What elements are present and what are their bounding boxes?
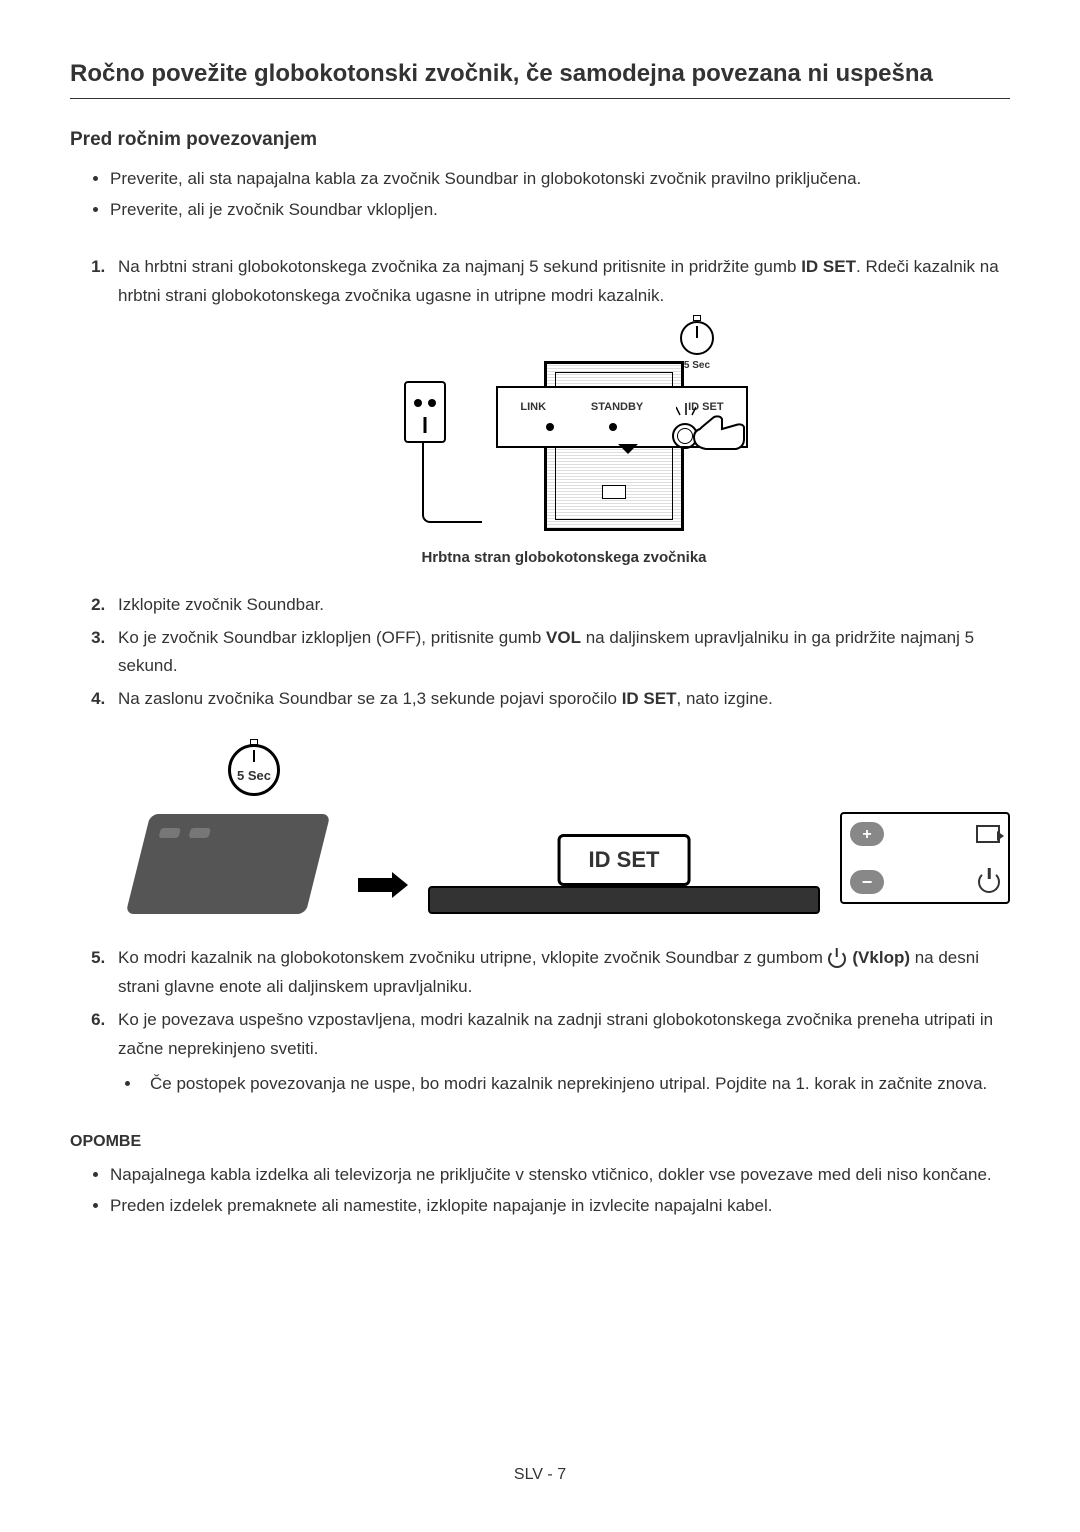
bullet-item: Preverite, ali je zvočnik Soundbar vklop… [110, 196, 1010, 223]
step-1: Na hrbtni strani globokotonskega zvočnik… [110, 253, 1010, 570]
notes-title: OPOMBE [70, 1133, 1010, 1151]
note-item: Napajalnega kabla izdelka ali televizorj… [110, 1161, 1010, 1188]
soundbar-diagram: 5 Sec ID SET + [138, 744, 1010, 914]
standby-led [609, 423, 617, 431]
idset-display-label: ID SET [558, 834, 691, 885]
intro-bullets: Preverite, ali sta napajalna kabla za zv… [70, 165, 1010, 223]
soundbar-section: ID SET [428, 846, 820, 914]
power-inline-icon [828, 950, 846, 968]
source-icon [976, 825, 1000, 843]
step-5: Ko modri kazalnik na globokotonskem zvoč… [110, 944, 1010, 1002]
step-6: Ko je povezava uspešno vzpostavljena, mo… [110, 1006, 1010, 1099]
arrow-right-icon [358, 872, 408, 898]
control-panel: + − [840, 812, 1010, 904]
subwoofer-diagram: LINK STANDBY ID SET [118, 331, 1010, 571]
finger-press-icon [692, 413, 748, 453]
press-lines-icon [676, 401, 696, 417]
main-title: Ročno povežite globokotonski zvočnik, če… [70, 60, 1010, 99]
standby-label: STANDBY [591, 398, 643, 417]
subtitle: Pred ročnim povezovanjem [70, 129, 1010, 151]
plus-button-icon: + [850, 822, 884, 846]
step-6-sub: Če postopek povezovanja ne uspe, bo modr… [142, 1070, 1010, 1099]
notes-list: Napajalnega kabla izdelka ali televizorj… [70, 1161, 1010, 1219]
diagram-caption: Hrbtna stran globokotonskega zvočnika [421, 545, 706, 571]
timer-icon: 5 Sec [680, 321, 714, 374]
link-label: LINK [520, 398, 546, 417]
soundbar-icon [428, 886, 820, 914]
link-led [546, 423, 554, 431]
step-3: Ko je zvočnik Soundbar izklopljen (OFF),… [110, 624, 1010, 682]
bullet-item: Preverite, ali sta napajalna kabla za zv… [110, 165, 1010, 192]
note-item: Preden izdelek premaknete ali namestite,… [110, 1192, 1010, 1219]
power-plug-icon [404, 381, 446, 443]
step-2: Izklopite zvočnik Soundbar. [110, 591, 1010, 620]
power-icon [978, 871, 1000, 893]
timer-icon: 5 Sec [228, 744, 280, 798]
minus-button-icon: − [850, 870, 884, 894]
steps-list: Na hrbtni strani globokotonskega zvočnik… [70, 253, 1010, 1098]
page-footer: SLV - 7 [514, 1466, 566, 1484]
step-4: Na zaslonu zvočnika Soundbar se za 1,3 s… [110, 685, 1010, 914]
remote-section: 5 Sec [138, 744, 338, 914]
remote-icon [126, 814, 331, 914]
